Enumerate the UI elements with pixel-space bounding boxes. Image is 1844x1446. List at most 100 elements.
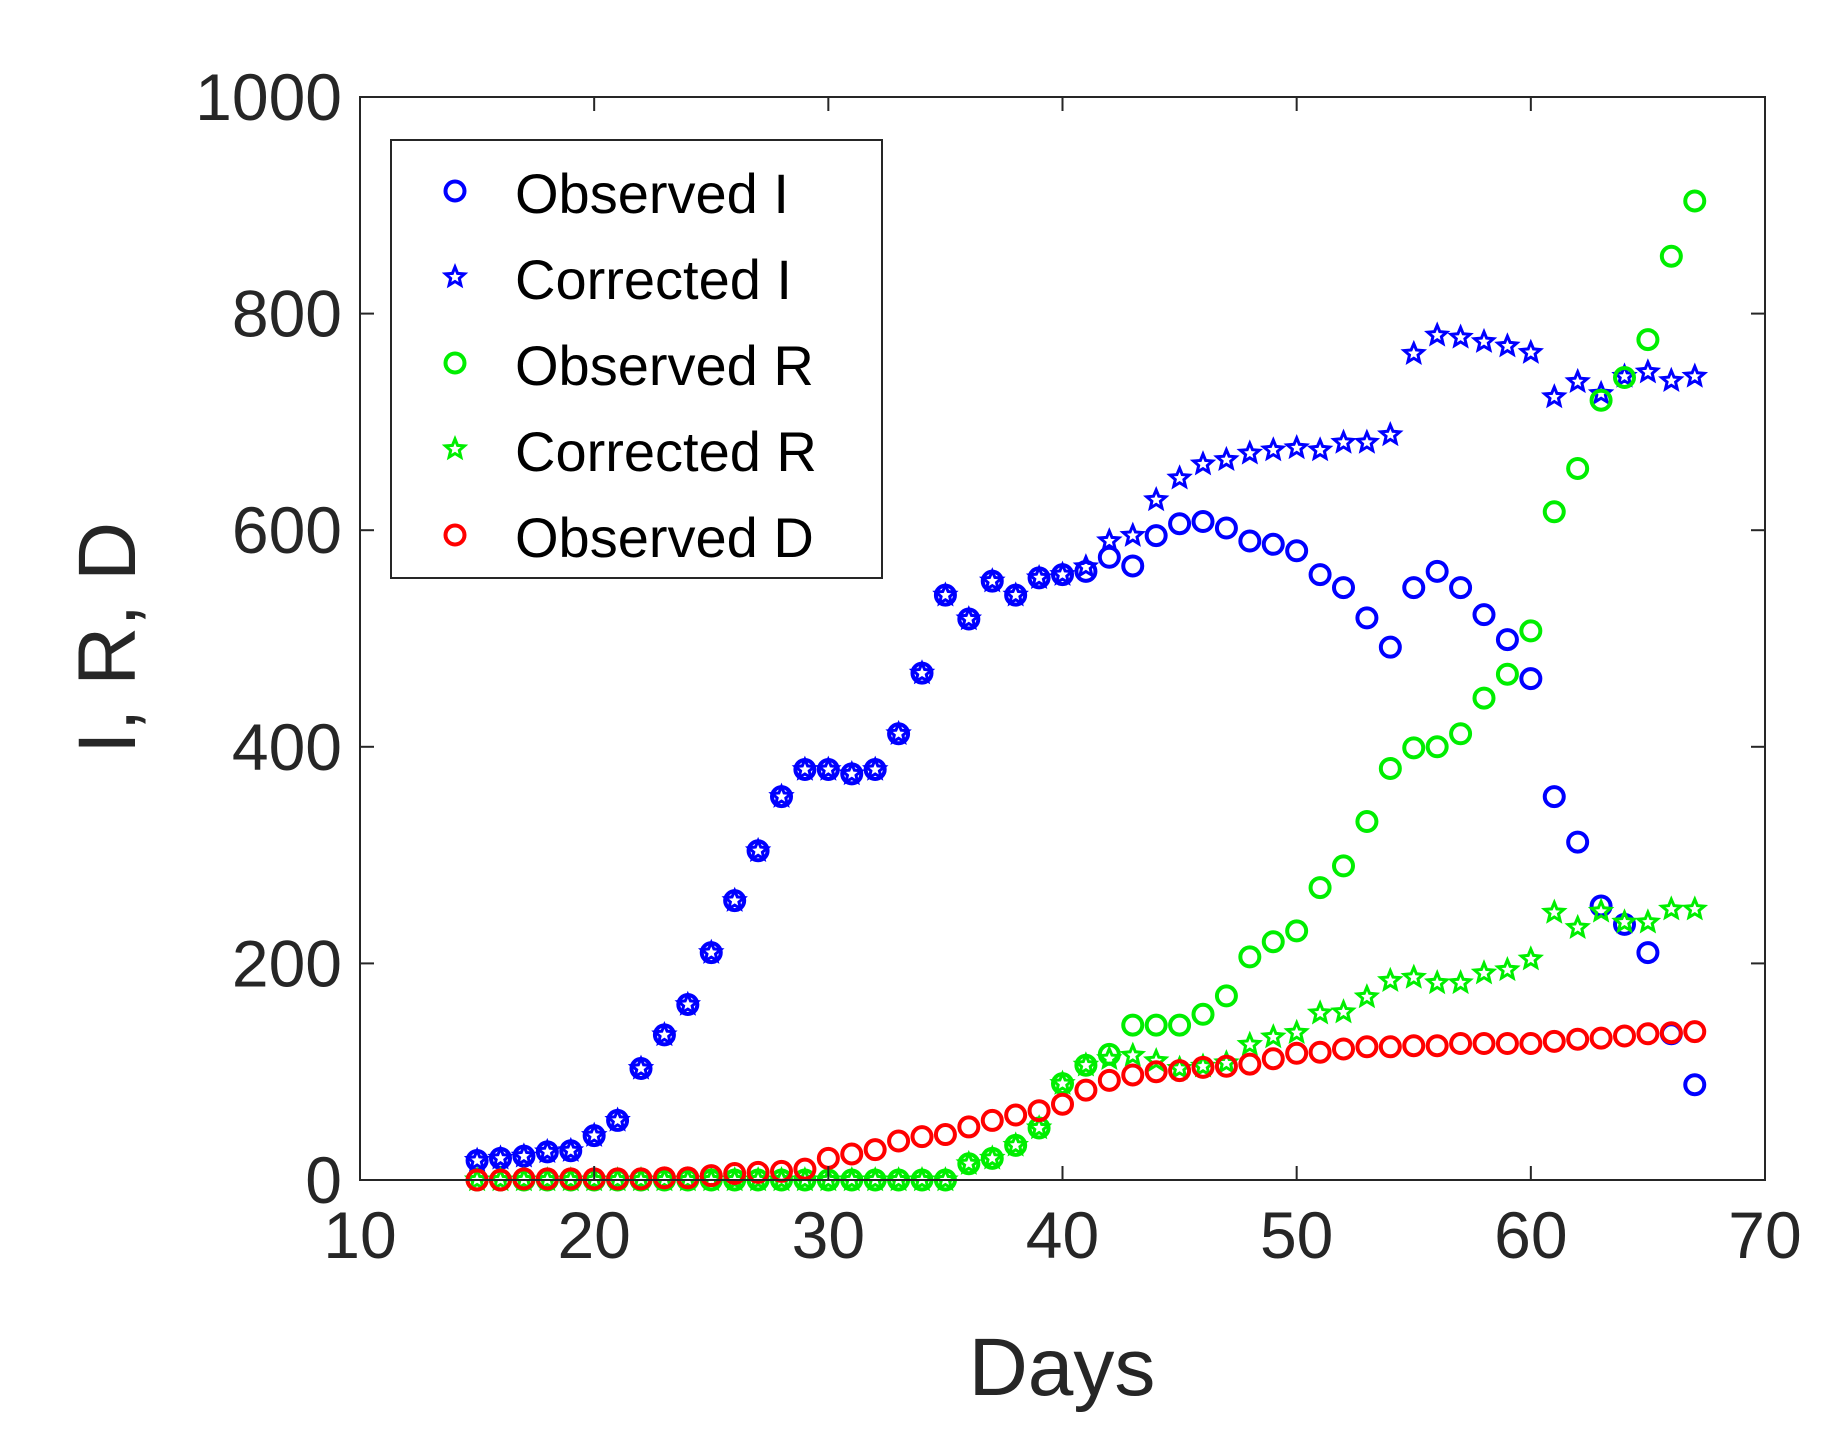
- x-tick-label: 70: [1728, 1198, 1801, 1272]
- data-point-corrected-i: [1353, 428, 1381, 454]
- x-axis-label: Days: [969, 1322, 1156, 1413]
- legend-item-corrected-r: Corrected R: [441, 420, 817, 483]
- data-point-corrected-r: [1072, 1051, 1100, 1077]
- data-point-corrected-r: [1377, 966, 1404, 992]
- data-point-observed-d: [887, 1129, 911, 1153]
- legend-marker-corrected-i: [441, 263, 469, 289]
- data-point-corrected-r: [908, 1166, 936, 1192]
- data-point-observed-i: [1144, 524, 1168, 548]
- legend-label-observed-d: Observed D: [515, 506, 814, 569]
- data-point-corrected-r: [1400, 963, 1428, 989]
- y-tick-label: 1000: [195, 60, 342, 134]
- data-point-corrected-r: [1634, 908, 1662, 934]
- data-point-corrected-i: [1424, 321, 1451, 347]
- data-point-observed-r: [1425, 735, 1449, 759]
- data-point-corrected-i: [1143, 486, 1170, 512]
- data-point-corrected-i: [674, 990, 702, 1016]
- data-point-corrected-i: [768, 782, 795, 808]
- legend-item-observed-d: Observed D: [443, 506, 814, 569]
- data-point-observed-i: [1261, 532, 1285, 556]
- data-point-corrected-i: [463, 1146, 491, 1172]
- data-point-observed-r: [1214, 984, 1238, 1008]
- data-point-corrected-i: [908, 659, 936, 685]
- data-point-observed-i: [1097, 545, 1121, 569]
- data-point-corrected-i: [791, 755, 819, 781]
- data-point-observed-d: [1519, 1032, 1543, 1056]
- data-point-corrected-i: [557, 1136, 585, 1162]
- data-point-corrected-i: [1494, 332, 1521, 358]
- data-point-corrected-i: [1400, 339, 1428, 365]
- data-point-observed-d: [1683, 1020, 1707, 1044]
- data-point-observed-d: [1542, 1029, 1566, 1053]
- data-point-observed-d: [1613, 1024, 1636, 1048]
- data-point-observed-r: [1168, 1013, 1192, 1037]
- data-point-corrected-r: [1611, 908, 1638, 934]
- data-point-observed-d: [1495, 1032, 1519, 1056]
- data-point-corrected-r: [815, 1166, 842, 1192]
- data-point-observed-r: [1449, 722, 1473, 746]
- data-point-corrected-i: [885, 719, 912, 746]
- data-point-corrected-i: [1564, 367, 1591, 394]
- data-point-observed-d: [1168, 1059, 1192, 1083]
- data-point-corrected-i: [955, 605, 983, 631]
- data-point-observed-d: [746, 1160, 770, 1184]
- data-point-observed-d: [1402, 1034, 1426, 1058]
- data-point-observed-r: [1659, 244, 1683, 268]
- data-point-corrected-r: [651, 1166, 678, 1192]
- x-tick-label: 40: [1026, 1198, 1099, 1272]
- data-point-observed-r: [1285, 919, 1309, 943]
- data-point-corrected-i: [1166, 464, 1193, 490]
- data-point-observed-i: [1519, 667, 1543, 691]
- data-point-observed-r: [1472, 686, 1496, 710]
- data-point-corrected-i: [1119, 521, 1147, 547]
- data-point-observed-d: [1308, 1040, 1332, 1064]
- data-point-observed-d: [559, 1167, 583, 1191]
- data-point-observed-i: [1191, 510, 1215, 534]
- y-tick-label: 0: [305, 1143, 342, 1217]
- x-tick-label: 10: [323, 1198, 396, 1272]
- data-point-corrected-r: [885, 1166, 912, 1192]
- data-point-observed-d: [512, 1167, 536, 1191]
- data-point-observed-d: [1004, 1103, 1028, 1127]
- data-point-corrected-r: [955, 1149, 983, 1175]
- data-point-corrected-i: [1049, 560, 1076, 586]
- legend-marker-observed-d: [443, 523, 467, 547]
- data-point-observed-i: [1308, 563, 1332, 587]
- y-tick-label: 800: [232, 277, 342, 351]
- legend-marker-observed-i: [443, 179, 467, 203]
- data-point-observed-d: [606, 1167, 630, 1191]
- data-point-corrected-i: [1259, 436, 1287, 462]
- data-point-corrected-i: [815, 755, 842, 781]
- data-point-corrected-r: [1119, 1041, 1147, 1067]
- data-point-observed-d: [1238, 1052, 1262, 1076]
- data-point-observed-d: [933, 1123, 957, 1147]
- data-point-observed-r: [1683, 189, 1707, 213]
- legend-item-observed-i: Observed I: [443, 162, 789, 225]
- data-point-observed-d: [1449, 1032, 1473, 1056]
- data-point-observed-r: [1355, 810, 1379, 834]
- data-point-observed-d: [1378, 1035, 1402, 1059]
- data-point-observed-d: [1589, 1026, 1613, 1050]
- series-observed-d: [465, 1020, 1707, 1192]
- data-point-observed-d: [535, 1167, 559, 1191]
- y-tick-label: 400: [232, 710, 342, 784]
- data-point-observed-r: [1332, 854, 1355, 878]
- legend-box: [390, 139, 883, 579]
- data-point-observed-d: [1472, 1032, 1496, 1056]
- data-point-observed-i: [1121, 554, 1145, 578]
- data-point-corrected-r: [1096, 1044, 1123, 1070]
- data-point-observed-d: [1285, 1041, 1309, 1065]
- axis-ticks: 10 20 30 40 50 60 70 0 200 400 600 800 1000: [195, 60, 1802, 1272]
- data-point-observed-d: [1214, 1054, 1238, 1078]
- data-point-observed-d: [1144, 1060, 1168, 1084]
- legend-item-observed-r: Observed R: [443, 334, 814, 397]
- legend-marker-corrected-r: [441, 435, 469, 461]
- data-point-corrected-r: [1540, 898, 1568, 924]
- data-point-observed-d: [910, 1125, 934, 1149]
- data-point-corrected-r: [1330, 998, 1357, 1024]
- data-point-observed-r: [1191, 1002, 1215, 1026]
- data-point-observed-d: [1332, 1037, 1355, 1061]
- data-point-observed-r: [1542, 500, 1566, 524]
- data-point-observed-r: [1402, 736, 1426, 760]
- data-point-observed-d: [723, 1162, 747, 1186]
